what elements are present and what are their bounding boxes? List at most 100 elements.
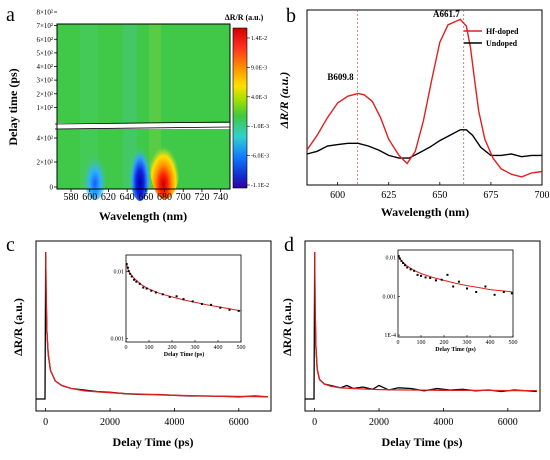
plot-frame [35, 240, 272, 412]
colorbar-tick-label: -1.0E-3 [251, 124, 269, 130]
panel-label-b: b [286, 5, 296, 27]
y-tick-label: 2×10² [36, 90, 53, 98]
inset-data-point [400, 259, 403, 262]
x-tick-label: 660 [138, 192, 153, 203]
inset-series: 0 100 200 300 400 500 0.01 0.001 1E-4 Delay Time … [383, 254, 518, 353]
y-tick-label: 1×10² [36, 104, 53, 112]
plot-frame [306, 9, 543, 186]
inset-data-point [397, 255, 400, 258]
inset-data-point [475, 290, 478, 293]
x-tick-label: 580 [64, 192, 79, 203]
inset-data-point [145, 287, 148, 290]
x-tick-label: 6000 [229, 417, 249, 428]
inset-data-point [135, 280, 138, 283]
inset-data-point [138, 282, 141, 285]
inset-data-point [228, 308, 231, 311]
inset-data-point [126, 266, 129, 269]
x-axis-label: Wavelength (nm) [381, 205, 469, 219]
x-tick-label: 620 [101, 192, 116, 203]
panel-label-a: a [6, 4, 15, 26]
panel-d: 0 2000 4000 6000 Delay Time (ps) ΔR/R (a.u.… [280, 240, 541, 449]
inset-data-point [402, 262, 405, 265]
y-axis-label: ΔR/R (a.u.) [280, 298, 294, 356]
inset-data-point [219, 306, 222, 309]
x-ticks: 0 2000 4000 6000 [312, 408, 518, 428]
inset-y-tick-label: 1E-4 [384, 333, 396, 339]
x-axis-label: Delay Time (ps) [113, 435, 194, 449]
peak-annotation: B609.8 [327, 72, 354, 82]
inset-data-point [429, 276, 432, 279]
panel-label-c: c [6, 234, 15, 256]
inset-data-point [125, 263, 128, 266]
series-line [306, 129, 542, 159]
inset-data-point [154, 291, 157, 294]
inset-data-point [161, 293, 164, 296]
x-tick-label: 675 [483, 190, 498, 201]
inset-data-point [413, 269, 416, 272]
inset-y-tick-label: 0.01 [114, 270, 125, 276]
inset-data-point [150, 289, 153, 292]
inset-data-point [440, 278, 443, 281]
inset-series: 0 100 200 300 400 500 0.01 0.001 [111, 261, 246, 351]
y-ticks: 0 2×10² 4×10² 1×10² 2×10² 3×10² 4×10² 5×10² 6×10… [36, 9, 57, 192]
inset-data-point [493, 293, 496, 296]
inset-data-point [210, 303, 213, 306]
panel-label-d: d [284, 234, 294, 256]
colorbar-tick-label: -1.1E-2 [251, 183, 269, 189]
axis-break [55, 123, 233, 129]
inset-data-point [466, 287, 468, 290]
inset-data-point [406, 266, 409, 269]
inset-data-point [127, 270, 130, 273]
x-ticks: 580 600 620 640 660 680 700 720 740 [64, 189, 228, 203]
heatmap-frame [56, 23, 231, 190]
colorbar-label: ΔR/R (a.u.) [225, 13, 264, 22]
series [305, 251, 537, 400]
peak-annotation: A661.7 [433, 9, 460, 19]
panel-b: 600 625 650 675 700 B609.8 A661.7 Hf-doped Un… [277, 9, 550, 219]
series [306, 18, 543, 178]
inset-frame [397, 249, 514, 338]
inset-x-tick-label: 500 [509, 340, 518, 346]
inset-y-tick-label: 0.001 [111, 337, 125, 343]
x-tick-label: 740 [213, 192, 228, 203]
inset-x-tick-label: 500 [237, 345, 246, 351]
inset-data-point [420, 274, 422, 277]
colorbar-tick-label: 9.0E-3 [251, 65, 267, 71]
inset-data-point [510, 292, 513, 295]
y-tick-label: 4×10² [36, 135, 53, 143]
inset-x-tick-label: 0 [125, 345, 128, 351]
inset-data-point [191, 300, 194, 303]
x-tick-label: 650 [432, 190, 447, 201]
inset: 0 100 200 300 400 500 0.01 0.001 1E-4 Delay Time … [383, 249, 518, 353]
panel-c: 0 2000 4000 6000 Delay Time (ps) ΔR/R (a.u.… [11, 240, 272, 449]
inset-y-tick-label: 0.01 [386, 256, 397, 262]
x-axis-label: Delay Time (ps) [382, 435, 463, 449]
colorbar-tick-label: 1.4E-2 [251, 36, 267, 42]
x-axis-label: Wavelength (nm) [99, 209, 187, 223]
inset-x-tick-label: 300 [463, 340, 472, 346]
x-tick-label: 4000 [433, 417, 453, 428]
series-line [314, 251, 537, 392]
inset-data-point [130, 275, 133, 278]
inset-x-tick-label: 0 [397, 340, 400, 346]
inset: 0 100 200 300 400 500 0.01 0.001 Delay Time (ps… [111, 254, 246, 358]
x-tick-label: 700 [535, 190, 550, 201]
heatmap-feature-negative-2 [129, 129, 151, 201]
series [36, 251, 268, 400]
legend: Hf-doped Undoped [464, 27, 519, 48]
inset-x-tick-label: 200 [168, 345, 177, 351]
y-tick-label: 0 [50, 184, 54, 192]
inset-data-point [182, 298, 185, 301]
inset-x-axis-label: Delay Time (ps) [164, 351, 204, 358]
inset-x-tick-label: 100 [417, 340, 426, 346]
colorbar-ticks: 1.4E-2 9.0E-3 4.0E-3 -1.0E-3 -6.0E-3 -1.1E-2 [247, 36, 269, 189]
inset-x-tick-label: 200 [440, 340, 449, 346]
inset-data-point [446, 273, 449, 276]
y-axis-label: ΔR/R (a.u.) [277, 72, 291, 130]
panel-a: 580 600 620 640 660 680 700 720 740 0 2×10² 4×10² 1… [6, 9, 269, 224]
inset-data-point [409, 268, 412, 271]
inset-data-point [175, 295, 178, 298]
inset-x-tick-label: 400 [486, 340, 495, 346]
axis-break-line [54, 126, 231, 130]
inset-x-tick-label: 400 [214, 345, 223, 351]
